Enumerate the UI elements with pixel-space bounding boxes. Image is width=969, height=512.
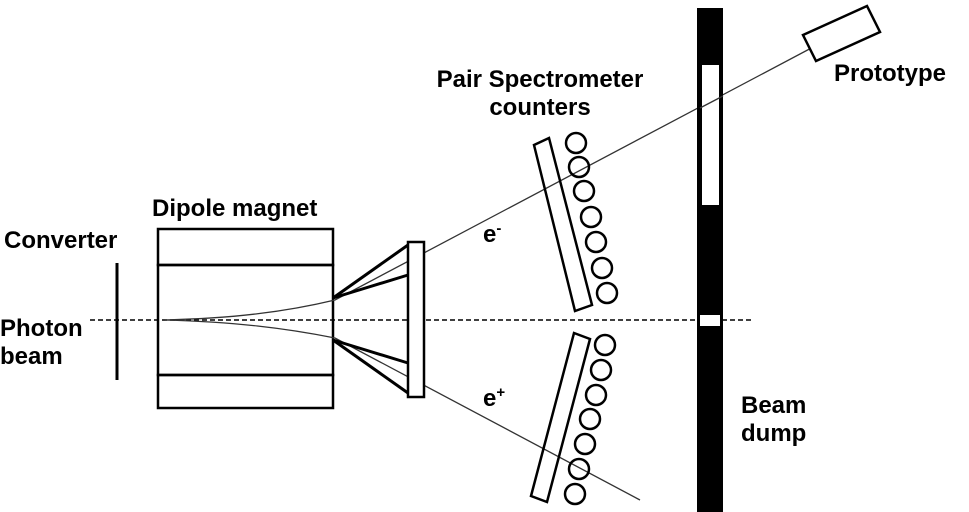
positron-label: e+ xyxy=(483,385,505,413)
exit-window xyxy=(406,240,426,399)
converter-label: Converter xyxy=(4,227,118,254)
pair-spectrometer-label-line-2: counters xyxy=(489,94,591,121)
electron-trajectory-through-wall xyxy=(699,95,724,109)
lower-counter-circle xyxy=(578,407,602,431)
photon-beam-label-line-2: beam xyxy=(0,343,63,370)
upper-counter-circle xyxy=(564,131,588,155)
upper-counter-circle xyxy=(579,205,603,229)
upper-pair-spectrometer-counters xyxy=(532,131,619,313)
beam-hole xyxy=(700,315,720,326)
upper-wall-opening xyxy=(702,65,719,205)
electron-label: e- xyxy=(483,221,501,249)
photon-beam-label: Photon beam xyxy=(0,315,83,371)
positron-label-sup: + xyxy=(496,384,506,401)
positron-trajectory xyxy=(164,319,641,501)
magnet-exit-cone xyxy=(332,240,426,399)
lower-counter-circle xyxy=(567,457,591,481)
lower-pair-spectrometer-counters xyxy=(529,331,617,506)
beam-dump-label-line-1: Beam xyxy=(741,392,807,419)
dipole-magnet-lower-yoke xyxy=(156,373,335,410)
lower-counter-circle xyxy=(563,482,587,506)
pair-spectrometer-label-line-1: Pair Spectrometer xyxy=(436,66,644,93)
beam-dump-label-line-2: dump xyxy=(741,420,807,447)
upper-counter-circle xyxy=(572,179,596,203)
beam-dump-label: Beam dump xyxy=(741,392,806,448)
pair-spectrometer-label: Pair Spectrometer counters xyxy=(410,66,670,122)
lower-counter-circle xyxy=(589,358,613,382)
electron-label-base: e xyxy=(483,221,497,248)
upper-counter-circle xyxy=(567,155,591,179)
electron-trajectory xyxy=(164,44,818,321)
prototype-label: Prototype xyxy=(834,60,947,87)
positron-label-base: e xyxy=(483,385,497,412)
dipole-magnet-label: Dipole magnet xyxy=(152,195,318,222)
beam-dump-wall xyxy=(697,8,723,512)
lower-counter-circle xyxy=(573,432,597,456)
lower-counter-circle xyxy=(584,383,608,407)
upper-counter-circle xyxy=(595,281,619,305)
lower-scintillator-bar xyxy=(529,331,592,504)
dipole-magnet-upper-yoke xyxy=(156,227,335,267)
electron-label-sup: - xyxy=(496,220,502,237)
dipole-magnet xyxy=(156,227,335,410)
photon-beam-label-line-1: Photon xyxy=(0,315,83,342)
lower-counter-circle xyxy=(593,333,617,357)
prototype-detector xyxy=(801,4,882,63)
upper-counter-circle xyxy=(590,256,614,280)
upper-scintillator-bar xyxy=(532,136,594,313)
upper-counter-circle xyxy=(584,230,608,254)
